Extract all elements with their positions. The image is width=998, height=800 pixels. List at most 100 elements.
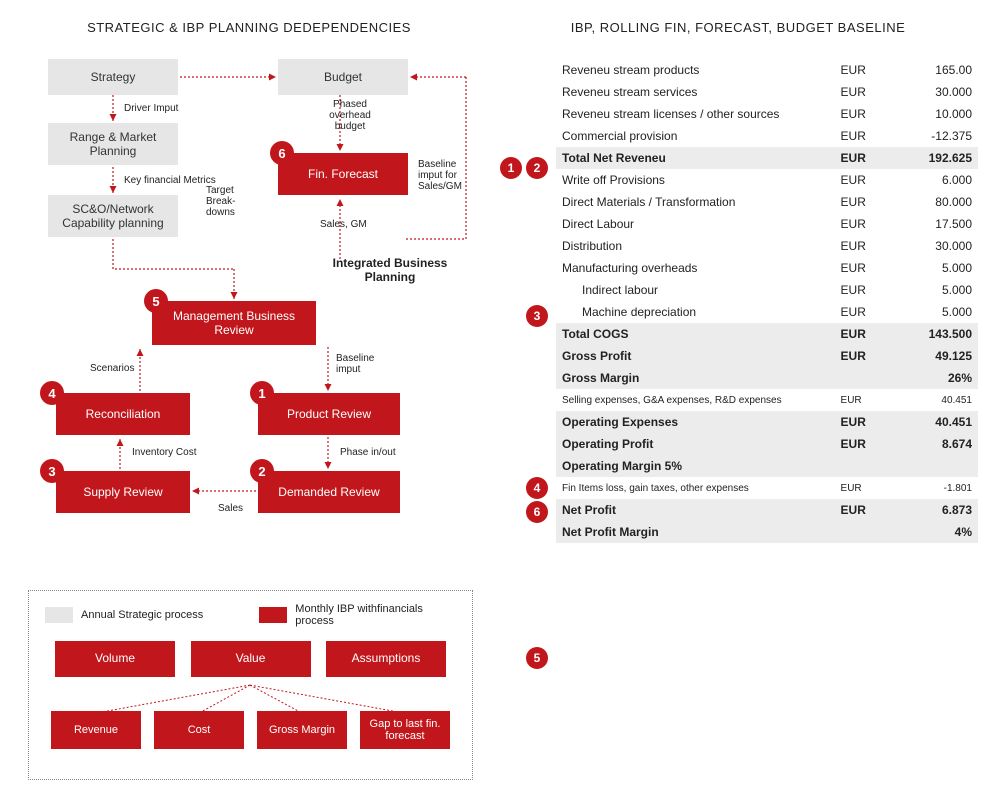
legend-annual: Annual Strategic process	[81, 609, 203, 621]
pill-assumptions: Assumptions	[326, 641, 446, 677]
fin-cell-cur: EUR	[835, 433, 877, 455]
fin-cell-val: 8.674	[877, 433, 978, 455]
fin-cell-name: Total Net Reveneu	[556, 147, 835, 169]
fin-cell-name: Gross Profit	[556, 345, 835, 367]
fin-row: Operating ProfitEUR8.674	[556, 433, 978, 455]
fin-cell-name: Reveneu stream products	[556, 59, 835, 81]
fin-cell-cur: EUR	[835, 125, 877, 147]
left-column: STRATEGIC & IBP PLANNING DEDEPENDENCIES	[0, 0, 498, 800]
fin-cell-val: 192.625	[877, 147, 978, 169]
fin-row: Gross ProfitEUR49.125	[556, 345, 978, 367]
page: STRATEGIC & IBP PLANNING DEDEPENDENCIES	[0, 0, 998, 800]
box-demand: Demanded Review	[258, 471, 400, 513]
fin-cell-name: Operating Margin 5%	[556, 455, 835, 477]
fin-cell-cur: EUR	[835, 59, 877, 81]
legend-monthly: Monthly IBP withfinancials process	[295, 603, 425, 627]
fin-cell-val: 165.00	[877, 59, 978, 81]
fin-table: Reveneu stream productsEUR165.00Reveneu …	[556, 59, 978, 543]
legend-box: Annual Strategic process Monthly IBP wit…	[28, 590, 473, 780]
fin-row: Indirect labourEUR5.000	[556, 279, 978, 301]
fin-cell-val: 30.000	[877, 235, 978, 257]
pill-volume: Volume	[55, 641, 175, 677]
fin-cell-cur: EUR	[835, 411, 877, 433]
box-supply: Supply Review	[56, 471, 190, 513]
lbl-salesgm: Sales, GM	[320, 219, 367, 230]
fin-row: Reveneu stream productsEUR165.00	[556, 59, 978, 81]
fin-cell-cur: EUR	[835, 389, 877, 411]
box-forecast: Fin. Forecast	[278, 153, 408, 195]
fin-row: Direct LabourEUR17.500	[556, 213, 978, 235]
fin-cell-val: 5.000	[877, 301, 978, 323]
fin-row: DistributionEUR30.000	[556, 235, 978, 257]
fin-cell-cur: EUR	[835, 477, 877, 499]
fin-badge: 2	[526, 157, 548, 179]
pill-value: Value	[191, 641, 311, 677]
fin-cell-cur: EUR	[835, 323, 877, 345]
box-recon: Reconciliation	[56, 393, 190, 435]
fin-badge: 1	[500, 157, 522, 179]
lbl-baseline-imput: Baseline imput	[336, 353, 386, 375]
fin-row: Selling expenses, G&A expenses, R&D expe…	[556, 389, 978, 411]
fin-cell-name: Operating Profit	[556, 433, 835, 455]
fin-row: Gross Margin26%	[556, 367, 978, 389]
fin-badge: 4	[526, 477, 548, 499]
lbl-sales: Sales	[218, 503, 243, 514]
pill-revenue: Revenue	[51, 711, 141, 749]
box-product: Product Review	[258, 393, 400, 435]
box-budget: Budget	[278, 59, 408, 95]
fin-cell-val: 17.500	[877, 213, 978, 235]
fin-row: Total Net ReveneuEUR192.625	[556, 147, 978, 169]
box-strategy: Strategy	[48, 59, 178, 95]
fin-cell-name: Commercial provision	[556, 125, 835, 147]
diagram: Strategy Range & Market Planning SC&O/Ne…	[20, 59, 490, 569]
fin-cell-val: 40.451	[877, 389, 978, 411]
fin-row: Commercial provisionEUR-12.375	[556, 125, 978, 147]
fin-cell-name: Distribution	[556, 235, 835, 257]
lbl-driver: Driver Imput	[124, 103, 178, 114]
fin-cell-name: Operating Expenses	[556, 411, 835, 433]
fin-badges: 123465	[498, 59, 552, 543]
pill-cost: Cost	[154, 711, 244, 749]
fin-row: Reveneu stream licenses / other sourcesE…	[556, 103, 978, 125]
fin-row: Write off ProvisionsEUR6.000	[556, 169, 978, 191]
pill-gap: Gap to last fin. forecast	[360, 711, 450, 749]
fin-row: Net ProfitEUR6.873	[556, 499, 978, 521]
lbl-inventory: Inventory Cost	[132, 447, 196, 458]
fin-cell-val: 5.000	[877, 279, 978, 301]
fin-cell-val: 5.000	[877, 257, 978, 279]
fin-cell-val: 30.000	[877, 81, 978, 103]
fin-badge: 5	[526, 647, 548, 669]
left-title: STRATEGIC & IBP PLANNING DEDEPENDENCIES	[0, 20, 498, 35]
lbl-phase: Phase in/out	[340, 447, 396, 458]
box-sco: SC&O/Network Capability planning	[48, 195, 178, 237]
fin-cell-name: Reveneu stream services	[556, 81, 835, 103]
fin-cell-cur	[835, 367, 877, 389]
badge-2: 2	[250, 459, 274, 483]
fin-cell-cur: EUR	[835, 301, 877, 323]
fin-cell-cur: EUR	[835, 147, 877, 169]
fin-row: Reveneu stream servicesEUR30.000	[556, 81, 978, 103]
fin-cell-name: Direct Materials / Transformation	[556, 191, 835, 213]
fin-cell-val: 143.500	[877, 323, 978, 345]
badge-5: 5	[144, 289, 168, 313]
fin-cell-cur: EUR	[835, 81, 877, 103]
legend-row: Annual Strategic process Monthly IBP wit…	[45, 603, 456, 627]
fin-cell-cur: EUR	[835, 103, 877, 125]
fin-cell-name: Fin Items loss, gain taxes, other expens…	[556, 477, 835, 499]
fin-cell-cur: EUR	[835, 345, 877, 367]
lbl-ibp: Integrated Business Planning	[330, 257, 450, 285]
fin-row: Machine depreciationEUR5.000	[556, 301, 978, 323]
lbl-keyfin: Key financial Metrics	[124, 175, 216, 186]
fin-row: Total COGSEUR143.500	[556, 323, 978, 345]
fin-cell-val: 4%	[877, 521, 978, 543]
fin-cell-cur	[835, 521, 877, 543]
fin-cell-val: 6.000	[877, 169, 978, 191]
lbl-phased: Phased overhead budget	[320, 99, 380, 132]
fin-cell-name: Reveneu stream licenses / other sources	[556, 103, 835, 125]
fin-cell-val: 26%	[877, 367, 978, 389]
fin-row: Manufacturing overheadsEUR5.000	[556, 257, 978, 279]
fin-cell-name: Machine depreciation	[556, 301, 835, 323]
fin-cell-name: Selling expenses, G&A expenses, R&D expe…	[556, 389, 835, 411]
fin-row: Fin Items loss, gain taxes, other expens…	[556, 477, 978, 499]
fin-cell-cur: EUR	[835, 213, 877, 235]
